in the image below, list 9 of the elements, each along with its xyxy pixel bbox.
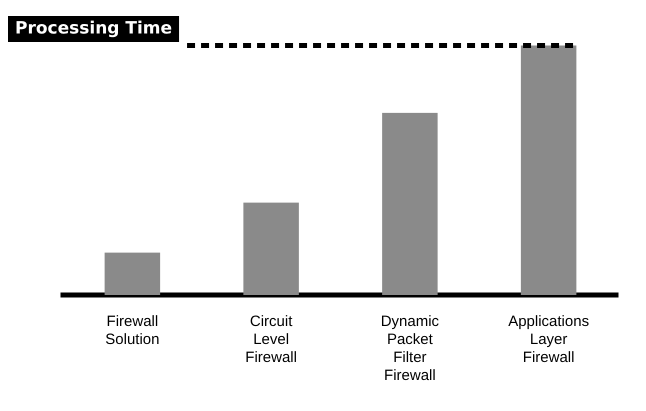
x-tick-label: Applications Layer Firewall — [508, 313, 590, 366]
bar — [104, 252, 160, 295]
chart-title: Processing Time — [15, 18, 172, 38]
bar — [243, 202, 299, 295]
x-tick-label: Dynamic Packet Filter Firewall — [380, 313, 440, 384]
bar — [520, 45, 576, 295]
bar — [382, 112, 438, 295]
x-tick-label: Circuit Level Firewall — [245, 313, 297, 366]
x-tick-label: Firewall Solution — [105, 313, 160, 348]
